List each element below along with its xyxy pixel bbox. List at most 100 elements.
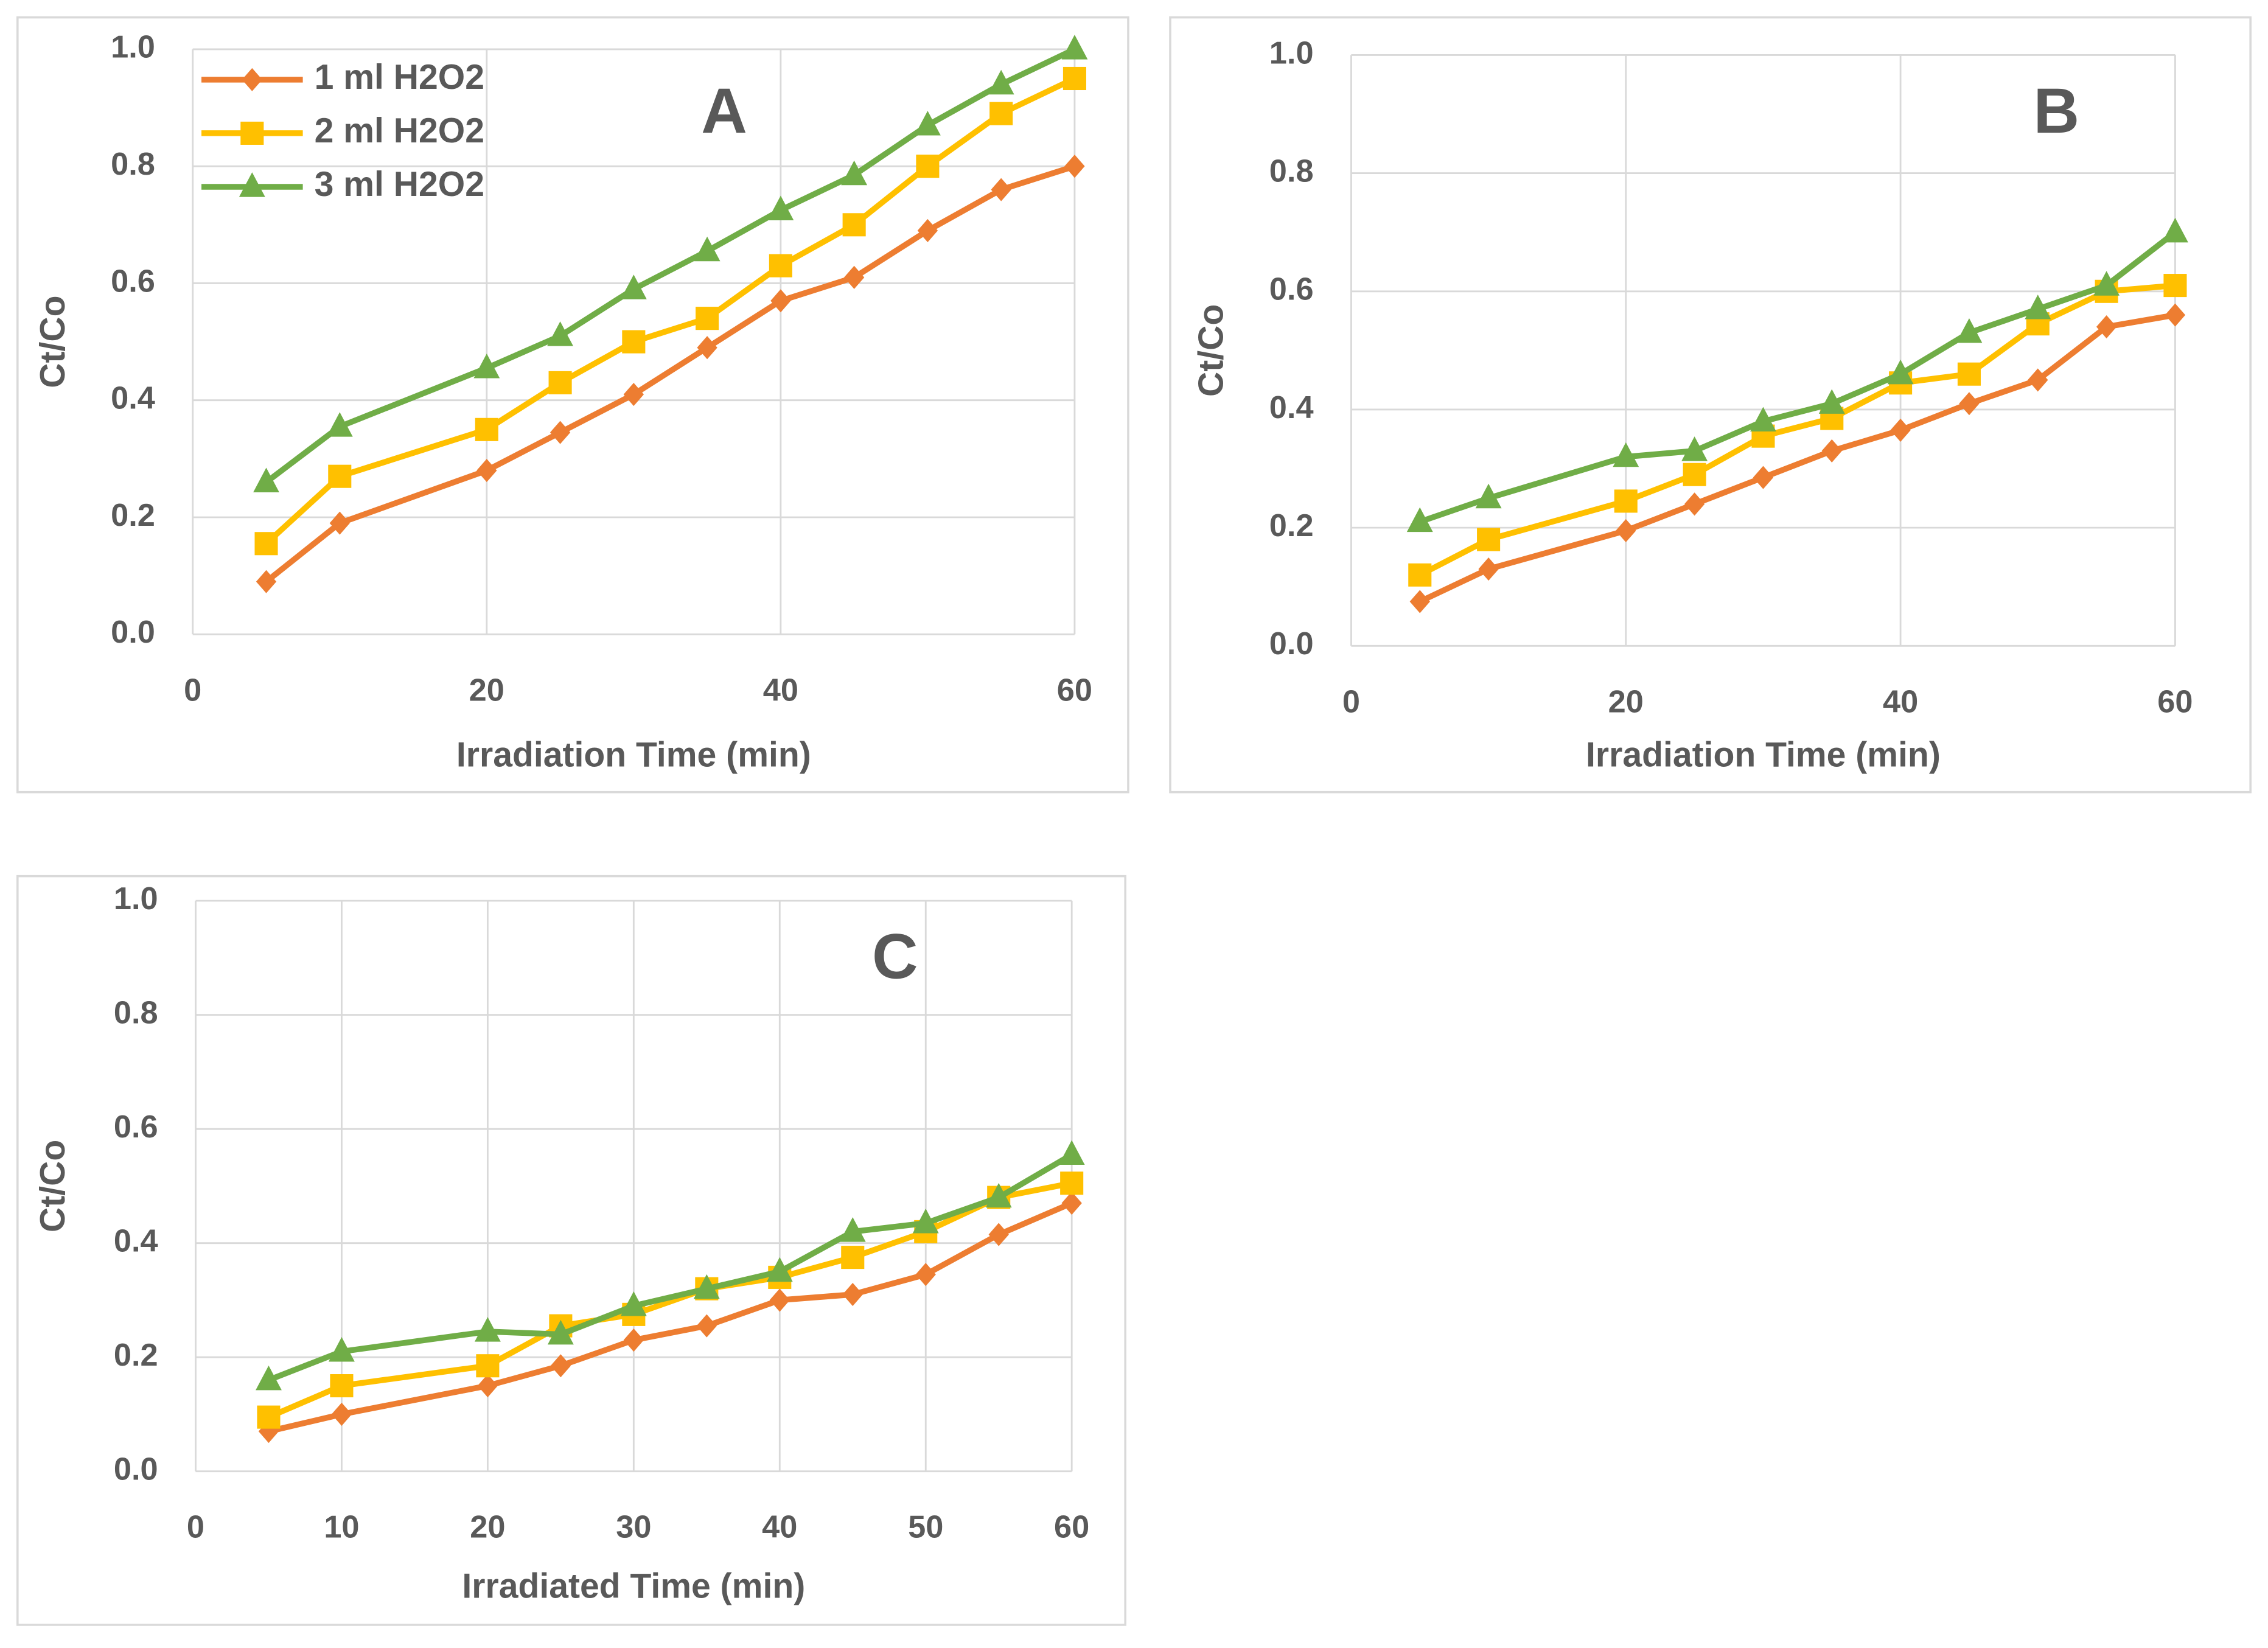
marker: [476, 1354, 500, 1378]
marker: [697, 336, 717, 360]
marker: [256, 1365, 282, 1391]
legend-marker: [240, 121, 264, 145]
x-tick-label: 40: [763, 672, 798, 708]
marker: [475, 417, 498, 441]
y-tick-label: 0.2: [114, 1338, 158, 1373]
y-tick-label: 0.8: [1269, 153, 1314, 189]
marker: [2162, 217, 2188, 243]
panel-frame: [16, 16, 1129, 794]
marker: [548, 371, 572, 394]
marker: [253, 467, 279, 492]
marker: [841, 160, 868, 186]
marker: [1409, 590, 1430, 613]
marker: [1061, 1191, 1082, 1215]
marker: [1957, 362, 1981, 386]
marker: [839, 1217, 866, 1242]
marker: [770, 289, 791, 313]
marker: [1890, 418, 1911, 442]
y-axis-title: Ct/Co: [1192, 304, 1230, 397]
marker: [769, 1288, 790, 1312]
marker: [767, 195, 794, 220]
x-tick-label: 40: [1883, 684, 1918, 719]
y-tick-label: 1.0: [1269, 35, 1314, 71]
y-tick-label: 0.2: [111, 498, 155, 533]
legend-label: 1 ml H2O2: [315, 58, 484, 97]
y-tick-label: 0.0: [114, 1452, 158, 1487]
marker: [766, 1257, 793, 1282]
x-tick-label: 20: [470, 1510, 505, 1545]
x-tick-label: 20: [1608, 684, 1644, 719]
marker: [622, 330, 646, 354]
marker: [328, 464, 352, 488]
marker: [476, 459, 497, 483]
y-tick-label: 0.4: [111, 381, 155, 416]
marker: [547, 1319, 574, 1345]
y-tick-label: 0.0: [1269, 626, 1314, 662]
x-tick-label: 60: [1054, 1510, 1089, 1545]
marker: [623, 1329, 644, 1352]
y-tick-label: 0.8: [114, 995, 158, 1030]
y-tick-label: 0.4: [1269, 390, 1314, 425]
marker: [1613, 442, 1639, 467]
y-tick-label: 0.6: [1269, 272, 1314, 307]
marker: [916, 155, 940, 178]
marker: [2093, 271, 2120, 296]
x-tick-label: 50: [908, 1510, 943, 1545]
x-tick-label: 60: [2157, 684, 2193, 719]
marker: [912, 1209, 939, 1234]
marker: [1062, 66, 1086, 91]
y-tick-label: 1.0: [114, 881, 158, 917]
legend-label: 3 ml H2O2: [315, 165, 484, 204]
marker: [914, 111, 941, 136]
marker: [988, 1223, 1009, 1246]
marker: [989, 102, 1013, 125]
marker: [1058, 1140, 1085, 1165]
y-tick-label: 0.0: [111, 615, 155, 650]
marker: [1818, 389, 1845, 414]
y-tick-label: 1.0: [111, 30, 155, 65]
marker: [257, 1405, 281, 1429]
y-tick-label: 0.2: [1269, 508, 1314, 543]
y-tick-label: 0.4: [114, 1223, 158, 1259]
marker: [1614, 489, 1638, 513]
marker: [1477, 528, 1501, 551]
x-axis-title: Irradiation Time (min): [1586, 736, 1941, 775]
marker: [1887, 359, 1914, 385]
x-tick-label: 40: [762, 1510, 797, 1545]
y-axis-title: Ct/Co: [33, 1140, 72, 1232]
marker: [254, 532, 278, 556]
marker: [696, 307, 719, 330]
series-line: [1418, 312, 2176, 604]
y-tick-label: 0.6: [114, 1109, 158, 1145]
marker: [841, 1246, 865, 1269]
series-line: [1418, 282, 2176, 578]
x-tick-label: 30: [616, 1510, 651, 1545]
marker: [694, 236, 721, 262]
x-tick-label: 60: [1057, 672, 1092, 708]
marker: [1616, 518, 1636, 543]
y-tick-label: 0.6: [111, 264, 155, 299]
series-line: [1418, 229, 2177, 525]
x-axis-title: Irradiated Time (min): [462, 1567, 805, 1606]
marker: [477, 1374, 498, 1398]
y-tick-label: 0.8: [111, 147, 155, 182]
marker: [842, 213, 866, 237]
x-axis-title: Irradiation Time (min): [456, 736, 811, 775]
marker: [915, 1263, 936, 1287]
legend-label: 2 ml H2O2: [315, 111, 484, 150]
marker: [1959, 392, 1980, 416]
marker: [256, 570, 277, 593]
marker: [329, 1337, 355, 1362]
marker: [1821, 439, 1842, 463]
marker: [547, 321, 573, 346]
marker: [550, 1354, 571, 1378]
marker: [2025, 295, 2051, 319]
marker: [474, 1317, 501, 1342]
x-tick-label: 20: [469, 672, 504, 708]
legend-marker: [242, 68, 262, 91]
marker: [1683, 463, 1706, 486]
marker: [693, 1274, 720, 1299]
y-axis-title: Ct/Co: [33, 295, 72, 388]
legend-marker: [239, 172, 265, 197]
